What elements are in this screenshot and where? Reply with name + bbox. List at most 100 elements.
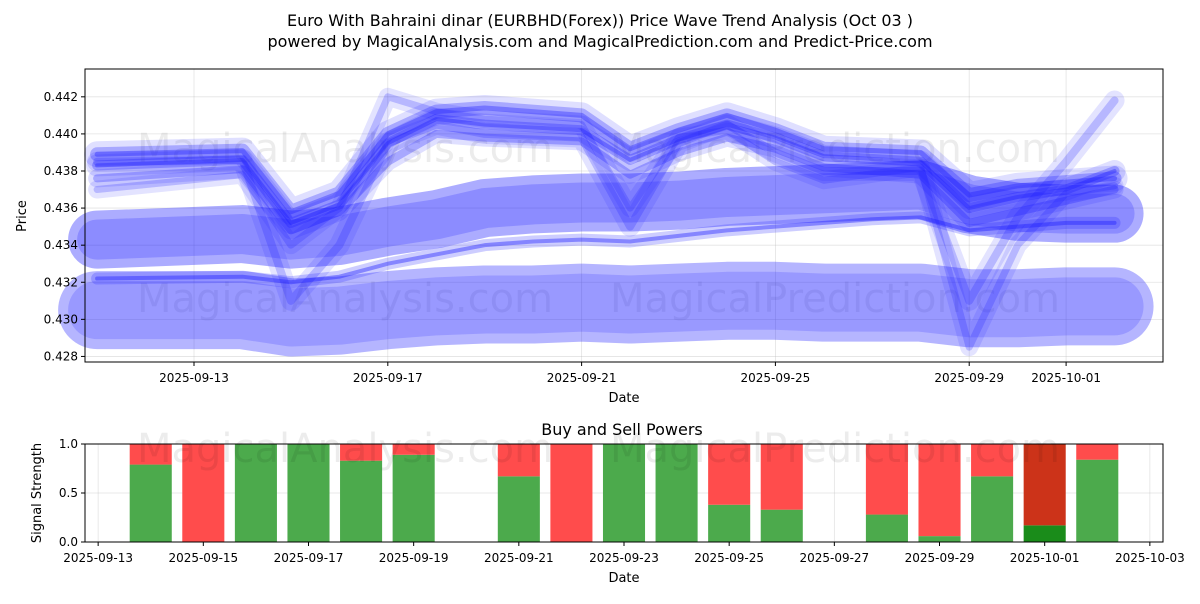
sell-bar: [1076, 444, 1119, 460]
buy-bar: [760, 509, 803, 542]
buy-sell-x-tick-label: 2025-09-19: [379, 551, 449, 565]
price-x-tick-label: 2025-09-13: [159, 371, 229, 385]
price-y-tick-label: 0.432: [44, 275, 78, 289]
price-series-wave-upper-2: [92, 114, 1120, 228]
price-series-layer: [58, 87, 1154, 357]
buy-bar: [234, 444, 277, 542]
buy-sell-x-tick-label: 2025-09-21: [484, 551, 554, 565]
price-wave-chart: MagicalAnalysis.com MagicalPrediction.co…: [15, 68, 1164, 406]
buy-bar: [865, 514, 908, 542]
price-series-wave-dip-3: [88, 87, 1124, 357]
watermark-mid-2: MagicalPrediction.com: [610, 276, 1060, 322]
buy-bar: [129, 464, 172, 542]
price-series-wave-dip-1: [95, 215, 1117, 285]
price-watermarks: MagicalAnalysis.com MagicalPrediction.co…: [137, 126, 1060, 322]
buy-bar: [497, 476, 540, 542]
price-plot-area: [85, 69, 1163, 362]
buy-sell-x-ticks: 2025-09-13 2025-09-15 2025-09-17 2025-09-19…: [63, 542, 1185, 565]
buy-bar: [918, 536, 961, 542]
price-x-tick-label: 2025-09-21: [547, 371, 617, 385]
price-x-tick-label: 2025-09-25: [741, 371, 811, 385]
buy-sell-x-tick-label: 2025-09-15: [168, 551, 238, 565]
buy-sell-watermarks: MagicalAnalysis.com MagicalPrediction.co…: [137, 426, 1060, 472]
buy-sell-x-tick-label: 2025-09-29: [905, 551, 975, 565]
buy-sell-x-tick-label: 2025-10-03: [1115, 551, 1185, 565]
price-series-wave-dip-1: [91, 211, 1121, 289]
buy-bar: [1023, 525, 1066, 542]
buy-sell-x-tick-label: 2025-10-01: [1010, 551, 1080, 565]
buy-bar: [392, 454, 435, 542]
price-series-wave-upper-3: [88, 124, 1124, 240]
price-y-axis-label: Price: [15, 200, 30, 232]
price-series-wave-band-low: [68, 271, 1144, 347]
buy-sell-x-tick-label: 2025-09-23: [589, 551, 659, 565]
price-series-wave-upper-1: [94, 105, 1118, 215]
buy-sell-x-tick-label: 2025-09-27: [799, 551, 869, 565]
sell-bar: [1023, 444, 1066, 526]
price-y-tick-label: 0.434: [44, 238, 78, 252]
chart-subtitle: powered by MagicalAnalysis.com and Magic…: [267, 32, 932, 51]
price-y-tick-label: 0.442: [44, 90, 78, 104]
buy-bar: [340, 460, 383, 542]
price-y-tick-label: 0.440: [44, 127, 78, 141]
watermark-top-2: MagicalPrediction.com: [610, 126, 1060, 172]
price-series-wave-upper-1: [90, 100, 1122, 219]
sell-bar: [918, 444, 961, 537]
price-x-axis-label: Date: [608, 391, 639, 406]
buy-sell-bars: [129, 444, 1119, 542]
buy-bar: [1076, 459, 1119, 542]
price-plot-frame: [84, 68, 1164, 363]
buy-sell-x-tick-label: 2025-09-13: [63, 551, 133, 565]
price-series-wave-band-low: [58, 261, 1154, 357]
price-x-tick-label: 2025-09-29: [934, 371, 1004, 385]
price-series-wave-upper-2: [95, 117, 1117, 225]
buy-sell-y-tick-label: 0.5: [59, 486, 78, 500]
watermark-mid-1: MagicalAnalysis.com: [137, 276, 553, 322]
sell-bar: [550, 444, 593, 542]
sell-bar: [760, 444, 803, 510]
price-y-ticks: 0.428 0.430 0.432 0.434 0.436 0.438 0.440 0.442: [44, 90, 85, 363]
price-series-wave-upper-3: [93, 129, 1119, 235]
price-series-wave-upper-2: [86, 108, 1126, 234]
buy-bar: [655, 444, 698, 542]
buy-bar: [971, 476, 1014, 542]
sell-bar: [497, 444, 540, 477]
watermark-top-1: MagicalAnalysis.com: [137, 126, 553, 172]
price-grid: [85, 69, 1163, 362]
sell-bar: [865, 444, 908, 515]
price-series-wave-upper-1: [84, 94, 1128, 225]
price-series-wave-dip-2: [87, 90, 1125, 311]
buy-sell-x-tick-label: 2025-09-25: [694, 551, 764, 565]
sell-bar: [129, 444, 172, 465]
price-y-tick-label: 0.436: [44, 201, 78, 215]
price-y-tick-label: 0.438: [44, 164, 78, 178]
price-series-wave-band-mid: [77, 169, 1135, 260]
chart-title: Euro With Bahraini dinar (EURBHD(Forex))…: [287, 11, 913, 30]
buy-sell-y-axis-label: Signal Strength: [30, 443, 45, 543]
price-series-wave-band-mid: [68, 160, 1144, 269]
price-y-tick-label: 0.430: [44, 312, 78, 326]
sell-bar: [708, 444, 751, 505]
buy-sell-title: Buy and Sell Powers: [541, 420, 703, 439]
price-x-tick-label: 2025-10-01: [1031, 371, 1101, 385]
buy-bar: [287, 444, 330, 542]
price-x-ticks: 2025-09-13 2025-09-17 2025-09-21 2025-09-25…: [159, 362, 1101, 385]
buy-sell-y-ticks: 0.0 0.5 1.0: [59, 437, 85, 549]
watermark-bottom-2: MagicalPrediction.com: [610, 426, 1060, 472]
price-y-tick-label: 0.428: [44, 349, 78, 363]
sell-bar: [392, 444, 435, 455]
buy-bar: [708, 504, 751, 542]
buy-sell-y-tick-label: 1.0: [59, 437, 78, 451]
price-series-wave-dip-2: [93, 96, 1119, 305]
sell-bar: [182, 444, 225, 542]
buy-sell-chart: Buy and Sell Powers MagicalAnalysis.com …: [30, 420, 1185, 586]
price-series-wave-dip-3: [93, 93, 1119, 351]
price-x-tick-label: 2025-09-17: [353, 371, 423, 385]
buy-bar: [602, 444, 646, 542]
sell-bar: [340, 444, 383, 461]
buy-sell-x-tick-label: 2025-09-17: [274, 551, 344, 565]
sell-bar: [971, 444, 1014, 477]
buy-sell-y-tick-label: 0.0: [59, 535, 78, 549]
buy-sell-x-axis-label: Date: [608, 571, 639, 586]
